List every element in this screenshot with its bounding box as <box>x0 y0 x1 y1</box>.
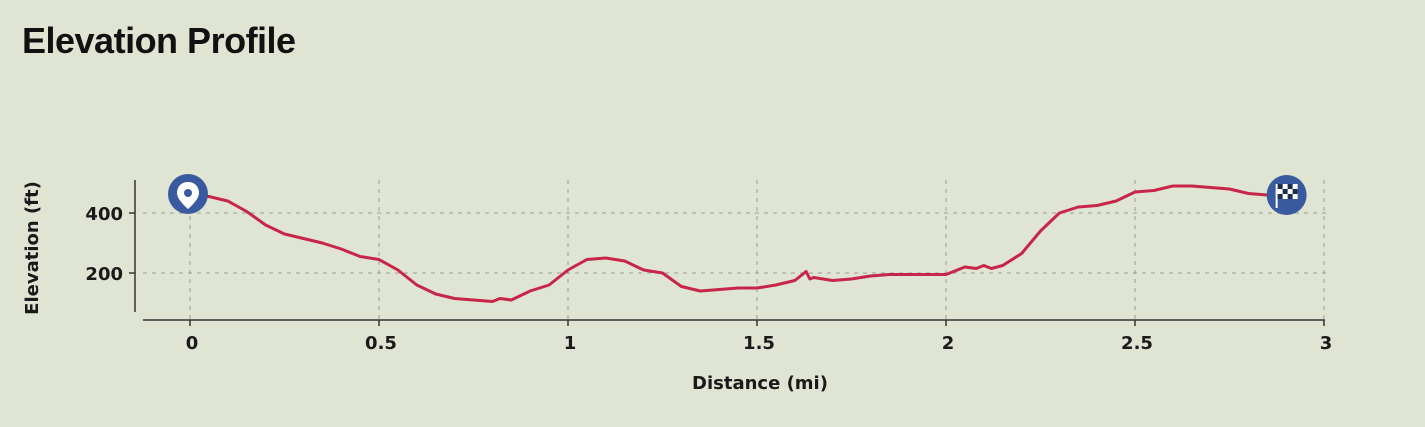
x-tick-label: 1.5 <box>743 333 775 354</box>
x-tick-label: 2.5 <box>1121 333 1153 354</box>
y-axis-title: Elevation (ft) <box>22 181 43 315</box>
x-axis-title: Distance (mi) <box>692 373 828 394</box>
x-tick-label: 2 <box>942 333 955 354</box>
y-ticks: 200 400 <box>85 204 135 285</box>
checkered-flag-icon <box>1275 184 1298 208</box>
x-tick-label: 1 <box>564 333 577 354</box>
start-marker[interactable] <box>168 174 208 214</box>
page-title: Elevation Profile <box>22 20 296 61</box>
axes <box>134 180 1325 321</box>
x-tick-label: 3 <box>1320 333 1333 354</box>
map-pin-icon <box>177 182 199 209</box>
x-tick-label: 0.5 <box>365 333 397 354</box>
grid <box>143 180 1330 320</box>
elevation-line[interactable] <box>188 184 1281 303</box>
end-marker[interactable] <box>1266 175 1307 215</box>
y-tick-label: 200 <box>85 264 123 285</box>
x-tick-label: 0 <box>186 333 199 354</box>
y-tick-label: 400 <box>85 204 123 225</box>
x-ticks: 0 0.5 1 1.5 2 2.5 3 <box>186 320 1333 354</box>
